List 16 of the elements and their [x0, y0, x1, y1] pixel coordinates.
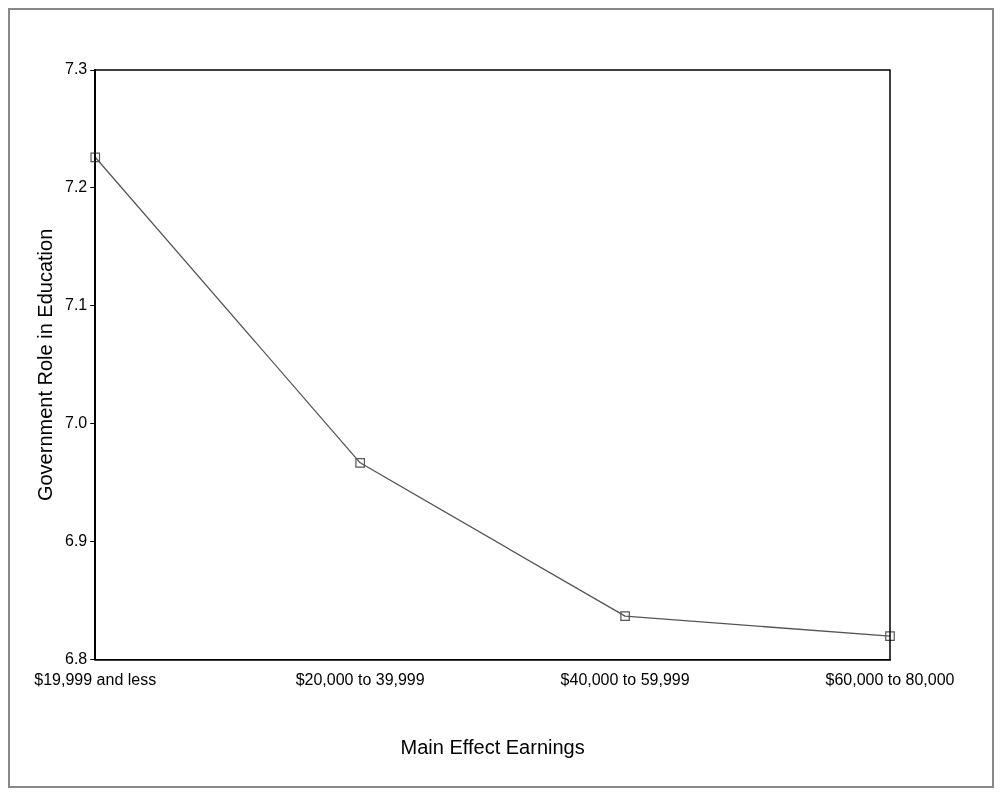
y-axis-title: Government Role in Education: [33, 228, 56, 502]
y-tick-label: 7.3: [64, 60, 88, 78]
x-axis-title: Main Effect Earnings: [400, 735, 585, 758]
x-tick-label: $60,000 to 80,000: [825, 670, 955, 688]
y-tick-label: 7.1: [64, 296, 88, 314]
point: [620, 611, 630, 621]
point: [355, 457, 365, 468]
x-tick-label: $40,000 to 59,999: [560, 670, 690, 688]
x-tick-label: $20,000 to 39,999: [295, 670, 425, 688]
y-tick-label: 7.0: [64, 414, 88, 432]
point: [885, 631, 895, 642]
point: [90, 152, 101, 163]
x-tick-label: $19,999 and less: [34, 670, 157, 688]
y-tick-label: 6.9: [64, 532, 88, 550]
y-tick-label: 7.2: [64, 178, 88, 196]
y-tick-label: 6.8: [64, 650, 88, 668]
